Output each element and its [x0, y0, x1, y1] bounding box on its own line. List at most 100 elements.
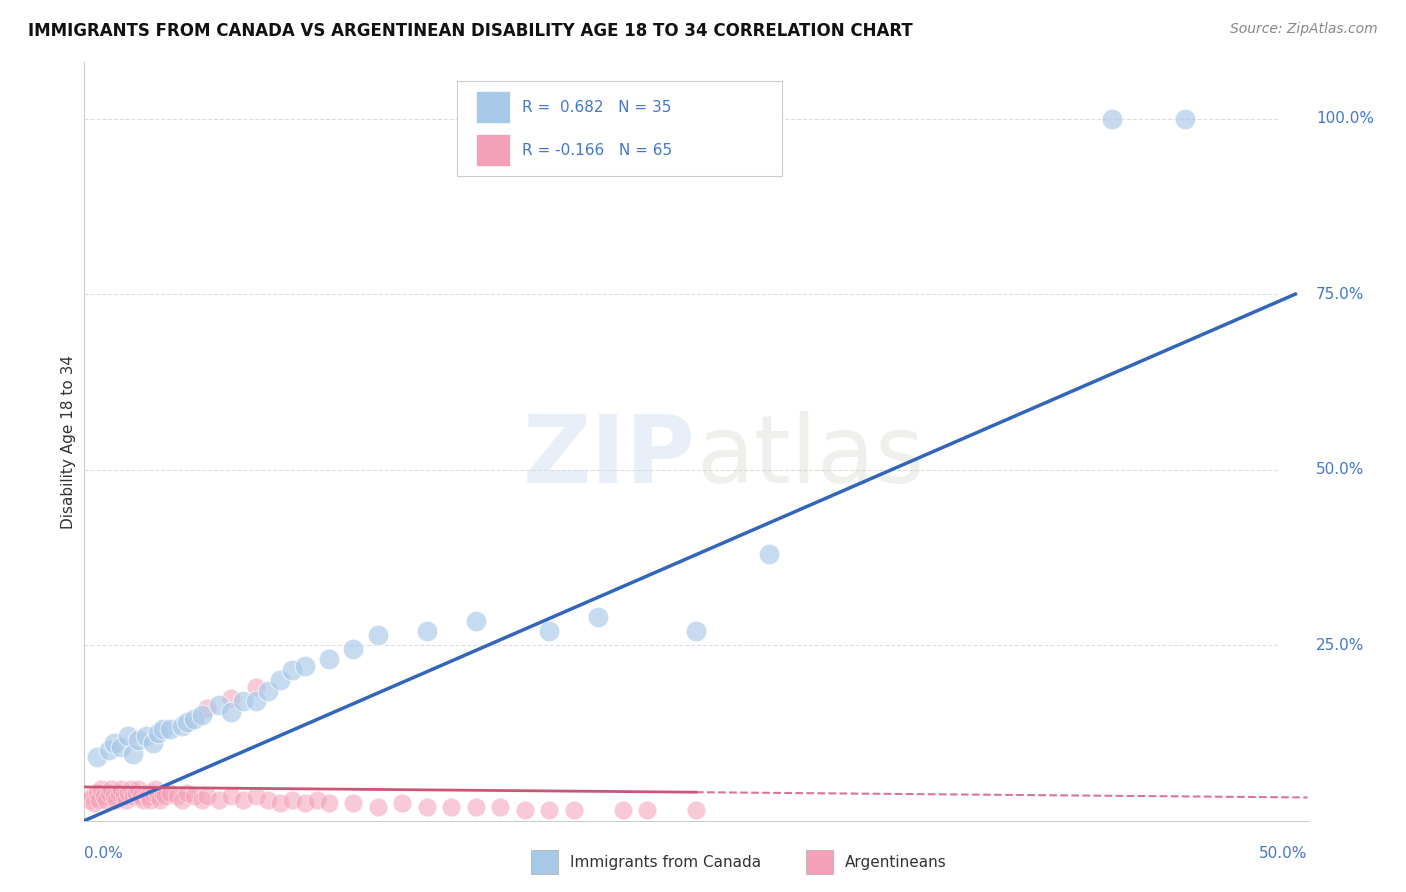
Point	[120, 782, 142, 797]
Point	[1174, 112, 1197, 126]
Point	[143, 782, 166, 797]
Text: 25.0%: 25.0%	[1316, 638, 1364, 653]
Point	[103, 789, 125, 803]
Point	[416, 624, 439, 639]
Point	[342, 641, 364, 656]
Point	[191, 792, 214, 806]
Point	[77, 792, 100, 806]
Point	[416, 799, 439, 814]
Point	[159, 723, 181, 737]
Point	[172, 719, 194, 733]
Point	[318, 796, 340, 810]
Point	[294, 659, 316, 673]
Point	[685, 803, 707, 817]
Point	[245, 789, 267, 803]
Point	[208, 792, 231, 806]
Point	[294, 796, 316, 810]
Point	[232, 694, 254, 708]
Point	[122, 789, 145, 803]
Bar	[475, 91, 510, 123]
Point	[538, 624, 561, 639]
Point	[219, 690, 242, 705]
Point	[117, 730, 139, 744]
FancyBboxPatch shape	[457, 81, 782, 177]
Point	[135, 730, 157, 744]
Point	[153, 789, 176, 803]
Point	[146, 726, 169, 740]
Point	[132, 792, 155, 806]
Point	[135, 786, 157, 800]
Point	[538, 803, 561, 817]
Point	[685, 624, 707, 639]
Point	[183, 712, 205, 726]
Point	[281, 792, 304, 806]
Text: 100.0%: 100.0%	[1316, 112, 1374, 126]
Point	[176, 786, 198, 800]
Text: 50.0%: 50.0%	[1260, 846, 1308, 861]
Point	[103, 736, 125, 750]
Point	[257, 792, 280, 806]
Text: Argentineans: Argentineans	[845, 855, 948, 870]
Point	[97, 743, 120, 757]
Point	[245, 694, 267, 708]
Point	[281, 663, 304, 677]
Point	[513, 803, 536, 817]
Point	[191, 708, 214, 723]
Point	[367, 627, 389, 641]
Point	[219, 789, 242, 803]
Point	[110, 782, 132, 797]
Text: 0.0%: 0.0%	[84, 846, 124, 861]
Point	[232, 792, 254, 806]
Text: atlas: atlas	[696, 410, 924, 503]
Point	[208, 698, 231, 712]
Point	[115, 792, 138, 806]
Text: Source: ZipAtlas.com: Source: ZipAtlas.com	[1230, 22, 1378, 37]
Point	[245, 680, 267, 694]
Bar	[531, 850, 558, 874]
Point	[1101, 112, 1123, 126]
Point	[440, 799, 463, 814]
Point	[100, 782, 122, 797]
Point	[636, 803, 658, 817]
Point	[269, 673, 291, 688]
Point	[195, 701, 218, 715]
Point	[159, 786, 181, 800]
Point	[176, 715, 198, 730]
Bar	[806, 850, 832, 874]
Text: Immigrants from Canada: Immigrants from Canada	[569, 855, 761, 870]
Point	[195, 789, 218, 803]
Text: R =  0.682   N = 35: R = 0.682 N = 35	[522, 100, 672, 115]
Point	[464, 614, 486, 628]
Point	[586, 610, 609, 624]
Point	[129, 789, 152, 803]
Point	[758, 547, 780, 561]
Point	[562, 803, 585, 817]
Point	[90, 782, 112, 797]
Point	[318, 652, 340, 666]
Point	[122, 747, 145, 761]
Point	[105, 792, 128, 806]
Point	[219, 705, 242, 719]
Point	[87, 792, 110, 806]
Point	[136, 789, 159, 803]
Text: R = -0.166   N = 65: R = -0.166 N = 65	[522, 143, 672, 158]
Point	[391, 796, 413, 810]
Point	[149, 792, 172, 806]
Point	[367, 799, 389, 814]
Point	[96, 792, 118, 806]
Point	[305, 792, 328, 806]
Point	[464, 799, 486, 814]
Point	[86, 750, 108, 764]
Point	[107, 786, 129, 800]
Point	[117, 786, 139, 800]
Text: 50.0%: 50.0%	[1316, 462, 1364, 477]
Point	[612, 803, 634, 817]
Point	[269, 796, 291, 810]
Point	[152, 786, 174, 800]
Point	[127, 732, 149, 747]
Point	[127, 782, 149, 797]
Point	[142, 786, 165, 800]
Point	[125, 786, 148, 800]
Point	[183, 789, 205, 803]
Point	[146, 789, 169, 803]
